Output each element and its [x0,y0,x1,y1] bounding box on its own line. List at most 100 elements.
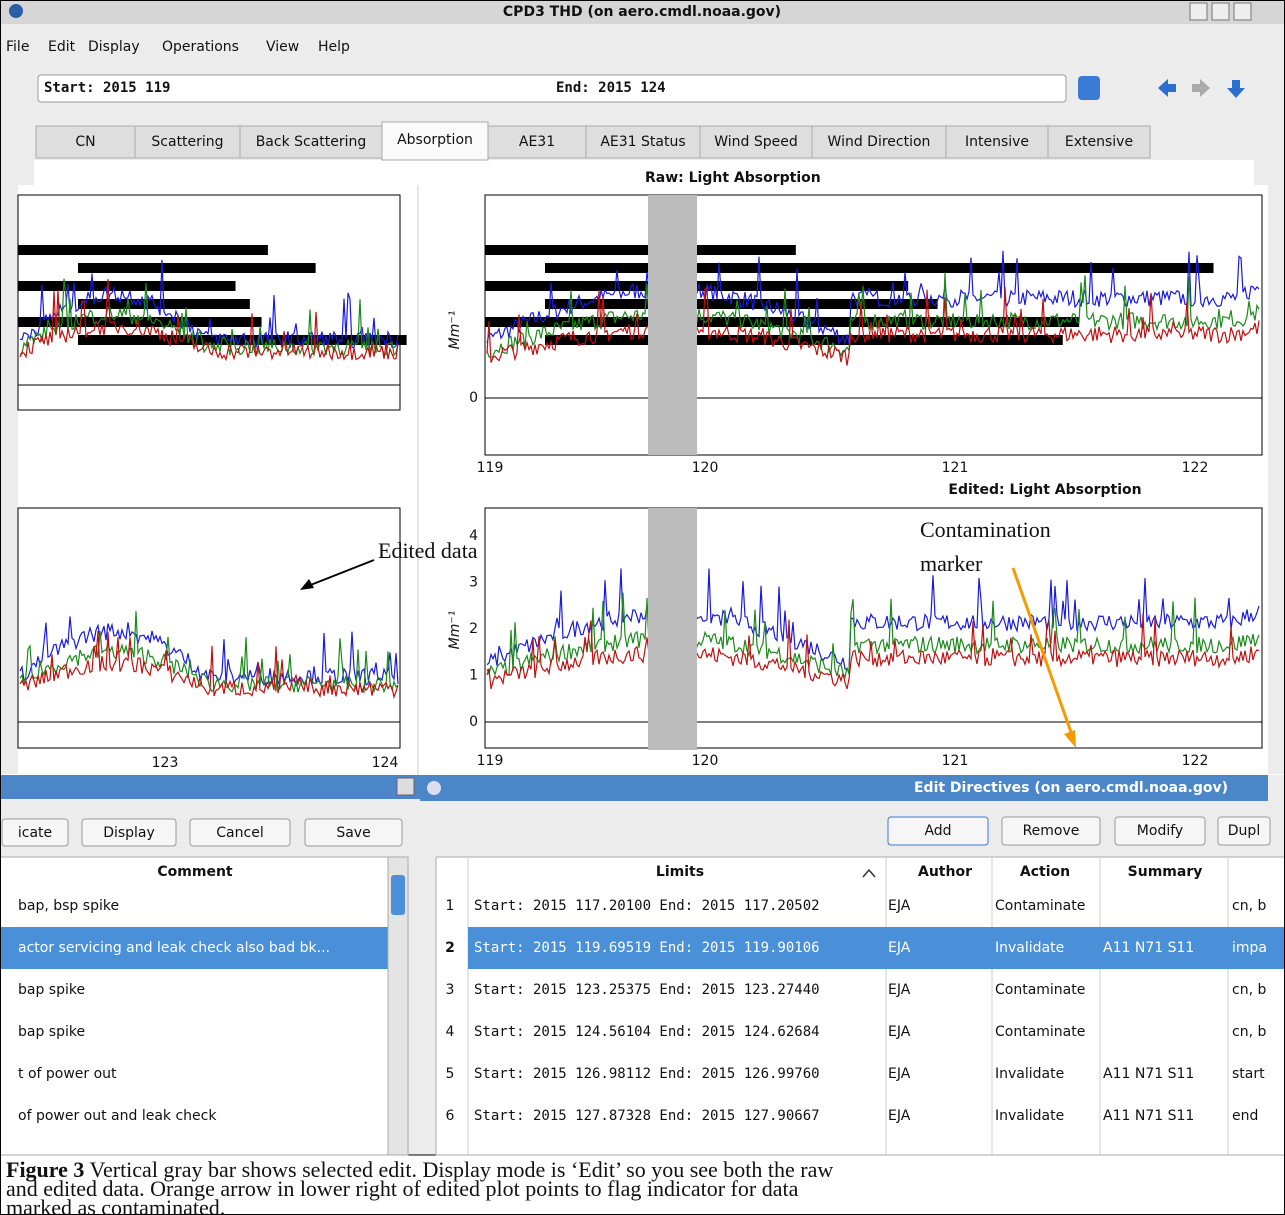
menu-item[interactable]: Display [88,39,140,55]
trace [19,279,399,362]
table-cell[interactable]: A11 N71 S11 [1103,1108,1194,1124]
x-tick-label: 122 [1182,460,1209,476]
button[interactable] [1001,816,1101,846]
trace [19,611,399,694]
menu-item[interactable]: File [6,39,29,55]
table-cell[interactable]: EJA [888,982,911,998]
table-cell[interactable]: 5 [446,1066,455,1082]
window-title: CPD3 THD (on aero.cmdl.noaa.gov) [503,4,781,20]
plot-frame [17,507,401,749]
x-tick-label: 124 [372,755,399,771]
table-cell[interactable]: end [1232,1108,1258,1124]
comment-cell[interactable]: bap spike [18,1024,85,1040]
table-cell[interactable]: EJA [888,1066,911,1082]
table-cell[interactable]: Start: 2015 117.20100 End: 2015 117.2050… [474,898,820,914]
comment-cell[interactable]: t of power out [18,1066,117,1082]
button-label: Save [336,825,370,841]
down-button[interactable] [1227,80,1245,98]
button[interactable] [1217,816,1271,846]
table-cell[interactable]: Contaminate [995,982,1085,998]
table-cell[interactable]: cn, b [1232,1024,1266,1040]
table-cell[interactable]: Invalidate [995,940,1064,956]
minimize-button[interactable] [1189,2,1208,21]
tab[interactable] [1047,125,1151,159]
back-button[interactable] [1158,79,1176,97]
arrow-head [300,579,314,590]
table-cell[interactable]: 2 [445,940,455,956]
button[interactable] [304,818,403,847]
column-header: Action [1020,864,1070,880]
button-label: Modify [1137,823,1183,839]
table-cell[interactable]: Start: 2015 127.87328 End: 2015 127.9066… [474,1108,820,1124]
button-label: Display [103,825,155,841]
table-cell[interactable]: Contaminate [995,1024,1085,1040]
table-cell[interactable]: EJA [888,1108,911,1124]
menu-item[interactable]: Help [318,39,350,55]
button[interactable] [189,818,291,847]
table-cell[interactable]: EJA [888,898,911,914]
raw-plot-title: Raw: Light Absorption [645,170,821,186]
table-cell[interactable]: 1 [446,898,455,914]
start-text: Start: 2015 119 [44,80,170,96]
tab[interactable] [239,125,383,159]
x-tick-label: 123 [152,755,179,771]
menu-item[interactable]: Edit [48,39,76,55]
table-cell[interactable]: cn, b [1232,982,1266,998]
button[interactable] [81,818,177,847]
caption-line: and edited data. Orange arrow in lower r… [6,1176,799,1201]
tab[interactable] [381,121,489,161]
tab-label: CN [75,134,95,150]
tab[interactable] [811,125,947,159]
table-cell[interactable]: 4 [446,1024,455,1040]
forward-button[interactable] [1192,79,1210,97]
table-cell[interactable]: 3 [446,982,455,998]
close-button[interactable] [1233,2,1252,21]
button[interactable] [887,816,989,846]
trace [486,272,1260,358]
caption-line: marked as contaminated. [6,1195,225,1215]
table-cell[interactable]: EJA [888,1024,911,1040]
table-cell[interactable]: A11 N71 S11 [1103,1066,1194,1082]
caption-area [0,1155,1285,1215]
dialog-icon [427,781,441,795]
table-cell[interactable]: Start: 2015 124.56104 End: 2015 124.6268… [474,1024,820,1040]
table-cell[interactable]: A11 N71 S11 [1103,940,1194,956]
maximize-button[interactable] [1211,2,1230,21]
menu-item[interactable]: View [266,39,299,55]
caption-label: Figure 3 [6,1157,84,1182]
table-cell[interactable]: EJA [888,940,911,956]
comment-cell[interactable]: of power out and leak check [18,1108,217,1124]
button[interactable] [1,818,69,847]
table-cell[interactable]: start [1232,1066,1265,1082]
left-dialog-close[interactable] [396,777,415,796]
table-cell[interactable]: 6 [446,1108,455,1124]
menu-item[interactable]: Operations [162,39,239,55]
table-cell[interactable]: Invalidate [995,1066,1064,1082]
table-cell[interactable]: Start: 2015 119.69519 End: 2015 119.9010… [474,940,820,956]
x-tick-label: 121 [942,460,969,476]
tab[interactable] [487,125,587,159]
trace [486,568,1260,674]
button-label: Remove [1023,823,1080,839]
raw-artifact [485,317,1080,327]
range-input[interactable] [37,74,1067,103]
comment-cell[interactable]: bap spike [18,982,85,998]
column-header: Author [918,864,972,880]
comment-cell[interactable]: bap, bsp spike [18,898,119,914]
tab[interactable] [699,125,813,159]
table-cell[interactable]: impa [1232,940,1267,956]
button[interactable] [1114,816,1206,846]
tab[interactable] [585,125,701,159]
tab-label: AE31 Status [600,134,685,150]
table-cell[interactable]: Contaminate [995,898,1085,914]
comment-cell[interactable]: actor servicing and leak check also bad … [18,940,330,956]
table-cell[interactable]: Start: 2015 123.25375 End: 2015 123.2744… [474,982,820,998]
tab-label: Scattering [151,134,223,150]
raw-artifact [18,281,236,291]
table-cell[interactable]: Start: 2015 126.98112 End: 2015 126.9976… [474,1066,820,1082]
table-cell[interactable]: Invalidate [995,1108,1064,1124]
edit-directives-title-bar [420,775,1268,801]
table-cell[interactable]: cn, b [1232,898,1266,914]
refresh-button[interactable] [1078,76,1100,100]
y-axis-label: Mm⁻¹ [447,311,463,350]
